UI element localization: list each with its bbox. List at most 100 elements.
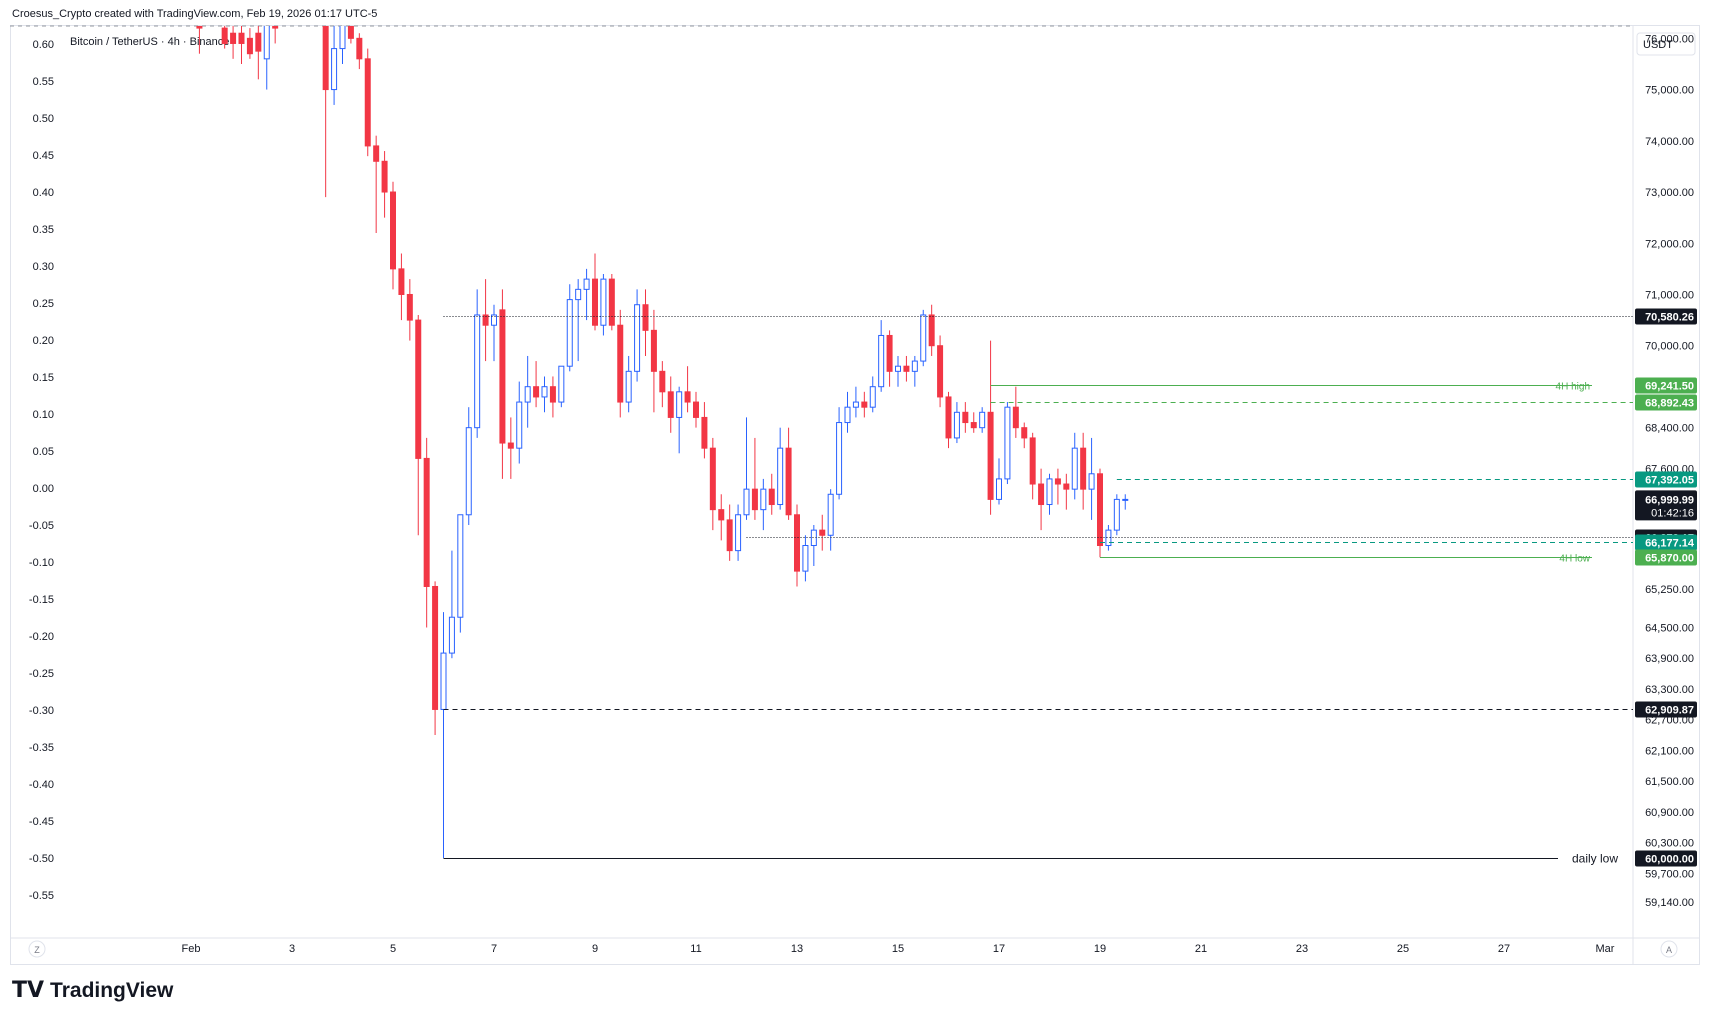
time-axis-tick: 23	[1296, 943, 1308, 955]
time-axis-tick: 7	[491, 943, 497, 955]
candle-body	[743, 488, 750, 516]
candle	[962, 402, 969, 433]
candle-body	[869, 386, 876, 408]
candle-body	[996, 478, 1002, 500]
right-axis: 76,000.00 75,000.00 74,000.00 73,000.00 72,0…	[1645, 33, 1694, 909]
candle	[953, 402, 960, 444]
candle	[246, 28, 253, 59]
candle-body	[768, 488, 775, 506]
candle-body	[861, 401, 868, 408]
candle	[448, 550, 455, 659]
left-axis-tick: 0.40	[33, 187, 54, 199]
right-axis-tick: 76,000.00	[1645, 33, 1694, 45]
candle	[499, 289, 506, 479]
candle-body	[1029, 437, 1036, 485]
candle	[810, 525, 817, 566]
time-axis-tick: 11	[690, 943, 701, 955]
candle-body	[625, 370, 632, 403]
left-axis-tick: 0.30	[33, 261, 54, 273]
candle	[861, 391, 868, 418]
time-axis-left-button	[28, 940, 46, 958]
candle-body	[600, 278, 607, 326]
right-axis-tick: 73,000.00	[1645, 187, 1694, 199]
candle	[886, 330, 893, 387]
symbol-label: Bitcoin / TetherUS · 4h · Binance	[70, 36, 229, 48]
left-axis-tick: -0.50	[29, 853, 54, 865]
candle-body	[945, 396, 952, 439]
currency-label: USDT	[1643, 39, 1673, 51]
candle	[423, 437, 430, 628]
level-68892-badge-label: 68,892.43	[1645, 398, 1694, 410]
candle-body	[718, 509, 725, 521]
candle-body	[684, 391, 691, 403]
candle	[760, 478, 767, 531]
right-axis-tick: 68,400.00	[1645, 423, 1694, 435]
candle	[364, 48, 371, 157]
4h-low-badge	[1635, 549, 1697, 566]
candle	[390, 181, 396, 290]
candle-body	[390, 191, 396, 270]
candle-body	[979, 411, 986, 429]
candle-body	[953, 411, 960, 439]
candle	[819, 514, 826, 551]
candle-body	[701, 416, 708, 449]
candle	[406, 279, 413, 341]
candle-body	[667, 391, 674, 418]
candle	[1029, 432, 1036, 500]
4h-high-text: 4H high	[1556, 382, 1590, 393]
candle-body	[339, 26, 346, 50]
candle-body	[373, 145, 380, 162]
candle	[869, 376, 876, 413]
candle-body	[962, 411, 969, 424]
candle	[684, 366, 691, 413]
tradingview-brand[interactable]: TV TradingView	[12, 978, 173, 1003]
candle-body	[1071, 447, 1078, 490]
4h-low-text: 4H low	[1559, 554, 1590, 565]
daily-low-badge-label: 60,000.00	[1645, 854, 1694, 866]
candle	[743, 417, 750, 520]
candle-body	[1046, 478, 1053, 506]
candle	[794, 504, 800, 587]
candle-body	[398, 268, 405, 295]
candle-body	[650, 329, 657, 372]
candle-body	[693, 401, 699, 418]
candle-body	[1012, 406, 1019, 429]
current-price-badge	[1635, 490, 1697, 521]
candle-body	[448, 616, 455, 654]
left-axis-tick: -0.15	[29, 594, 54, 606]
right-axis-tick: 61,500.00	[1645, 776, 1694, 788]
left-axis-tick: 0.00	[33, 483, 54, 495]
candle	[802, 535, 809, 582]
candle-body	[751, 488, 758, 511]
candle	[642, 289, 649, 356]
candle	[196, 26, 203, 54]
candle-body	[423, 457, 430, 587]
candle	[356, 33, 363, 70]
right-axis-tick: 59,700.00	[1645, 868, 1694, 880]
candle	[996, 458, 1002, 505]
left-axis-tick: 0.55	[33, 76, 54, 88]
candle	[331, 26, 338, 105]
price-levels: 70,580.26 4H high 69,241.50 68,892.43 67,392…	[443, 308, 1697, 867]
candle	[238, 26, 245, 64]
candle	[920, 309, 927, 367]
candle-body	[970, 422, 977, 429]
left-axis-tick: -0.55	[29, 890, 54, 902]
right-axis-tick: 64,500.00	[1645, 622, 1694, 634]
candle	[937, 335, 944, 408]
candle-body	[230, 32, 237, 44]
candle-body	[272, 26, 279, 29]
left-axis-tick: 0.20	[33, 335, 54, 347]
candle	[322, 26, 329, 198]
candle	[987, 340, 994, 515]
candle	[592, 253, 598, 331]
time-axis-tick: Feb	[182, 943, 201, 955]
candle	[895, 355, 901, 387]
left-axis-tick: 0.60	[33, 39, 54, 51]
time-axis-tick: 15	[892, 943, 904, 955]
candle-body	[474, 314, 481, 429]
candle	[785, 427, 792, 520]
candle-body	[516, 401, 523, 449]
candle	[474, 289, 481, 438]
